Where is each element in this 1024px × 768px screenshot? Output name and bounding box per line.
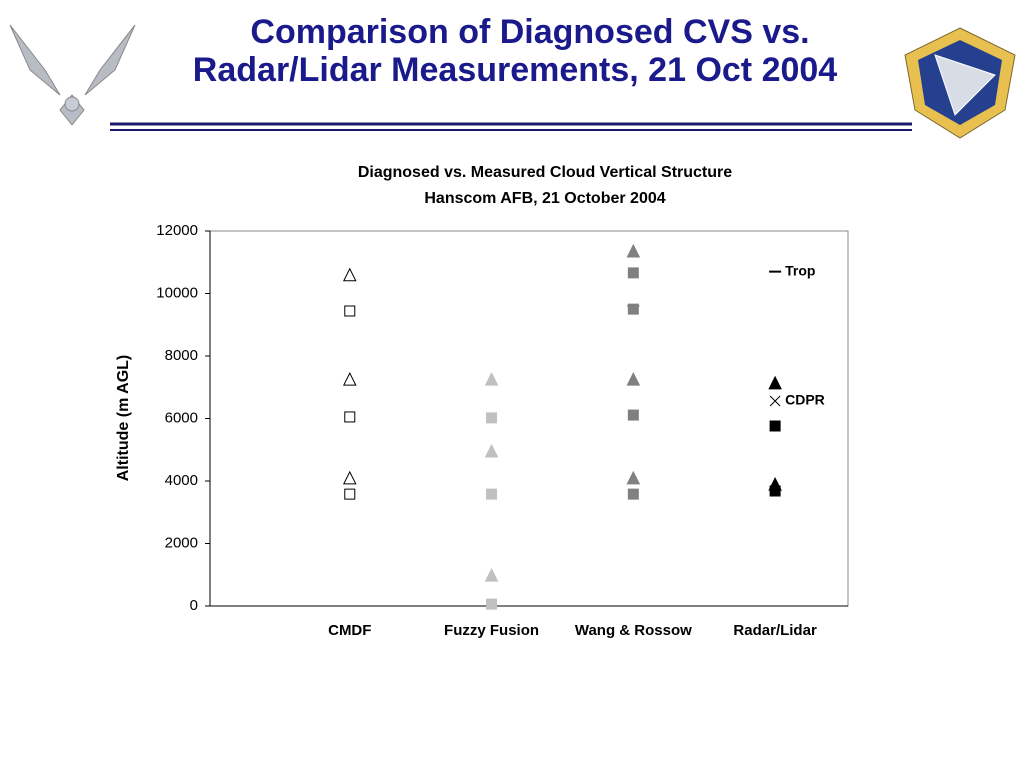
chart-title: Diagnosed vs. Measured Cloud Vertical St… xyxy=(358,164,732,181)
x-tick-label: Fuzzy Fusion xyxy=(444,622,539,639)
cdpr-marker xyxy=(769,395,781,407)
base-marker xyxy=(344,488,356,500)
top-marker xyxy=(342,470,357,485)
y-tick-label: 8000 xyxy=(165,347,198,364)
base-marker xyxy=(344,305,356,317)
slide-title: Radar/Lidar Measurements, 21 Oct 2004 xyxy=(193,51,837,89)
top-marker xyxy=(626,470,641,485)
slide-title: Comparison of Diagnosed CVS vs. xyxy=(250,13,809,51)
arrow xyxy=(934,54,996,116)
base-marker xyxy=(486,412,498,424)
top-marker xyxy=(342,372,357,386)
top-marker xyxy=(626,372,641,386)
chart-subtitle: Hanscom AFB, 21 October 2004 xyxy=(424,190,665,207)
x-tick-label: Radar/Lidar xyxy=(733,622,817,639)
top-marker xyxy=(484,443,499,458)
plot-area xyxy=(209,230,849,607)
top-marker xyxy=(768,375,782,390)
base-marker xyxy=(627,267,639,279)
base-marker xyxy=(627,409,639,421)
y-tick-label: 2000 xyxy=(165,534,198,551)
right-logo xyxy=(904,27,1016,139)
top-marker xyxy=(484,372,499,386)
y-tick-label: 10000 xyxy=(156,284,198,301)
y-tick-label: 0 xyxy=(190,597,198,614)
wing xyxy=(84,24,136,96)
base-marker xyxy=(769,420,781,432)
x-tick-label: Wang & Rossow xyxy=(575,622,692,639)
y-axis-label: Altitude (m AGL) xyxy=(115,355,132,482)
y-tick-label: 4000 xyxy=(165,472,198,489)
top-marker xyxy=(342,267,357,282)
base-marker xyxy=(627,303,639,315)
base-marker xyxy=(486,488,498,500)
top-marker xyxy=(768,477,782,491)
trop-label: Trop xyxy=(785,262,815,278)
y-tick-label: 12000 xyxy=(156,222,198,239)
wing xyxy=(9,24,61,96)
x-tick-label: CMDF xyxy=(328,622,371,639)
base-marker xyxy=(486,598,498,610)
top-marker xyxy=(626,243,641,258)
left-logo xyxy=(9,24,136,126)
base-marker xyxy=(344,411,356,423)
top-marker xyxy=(484,567,499,582)
cdpr-label: CDPR xyxy=(785,392,825,408)
star-center xyxy=(64,96,80,112)
base-marker xyxy=(627,488,639,500)
y-tick-label: 6000 xyxy=(165,409,198,426)
